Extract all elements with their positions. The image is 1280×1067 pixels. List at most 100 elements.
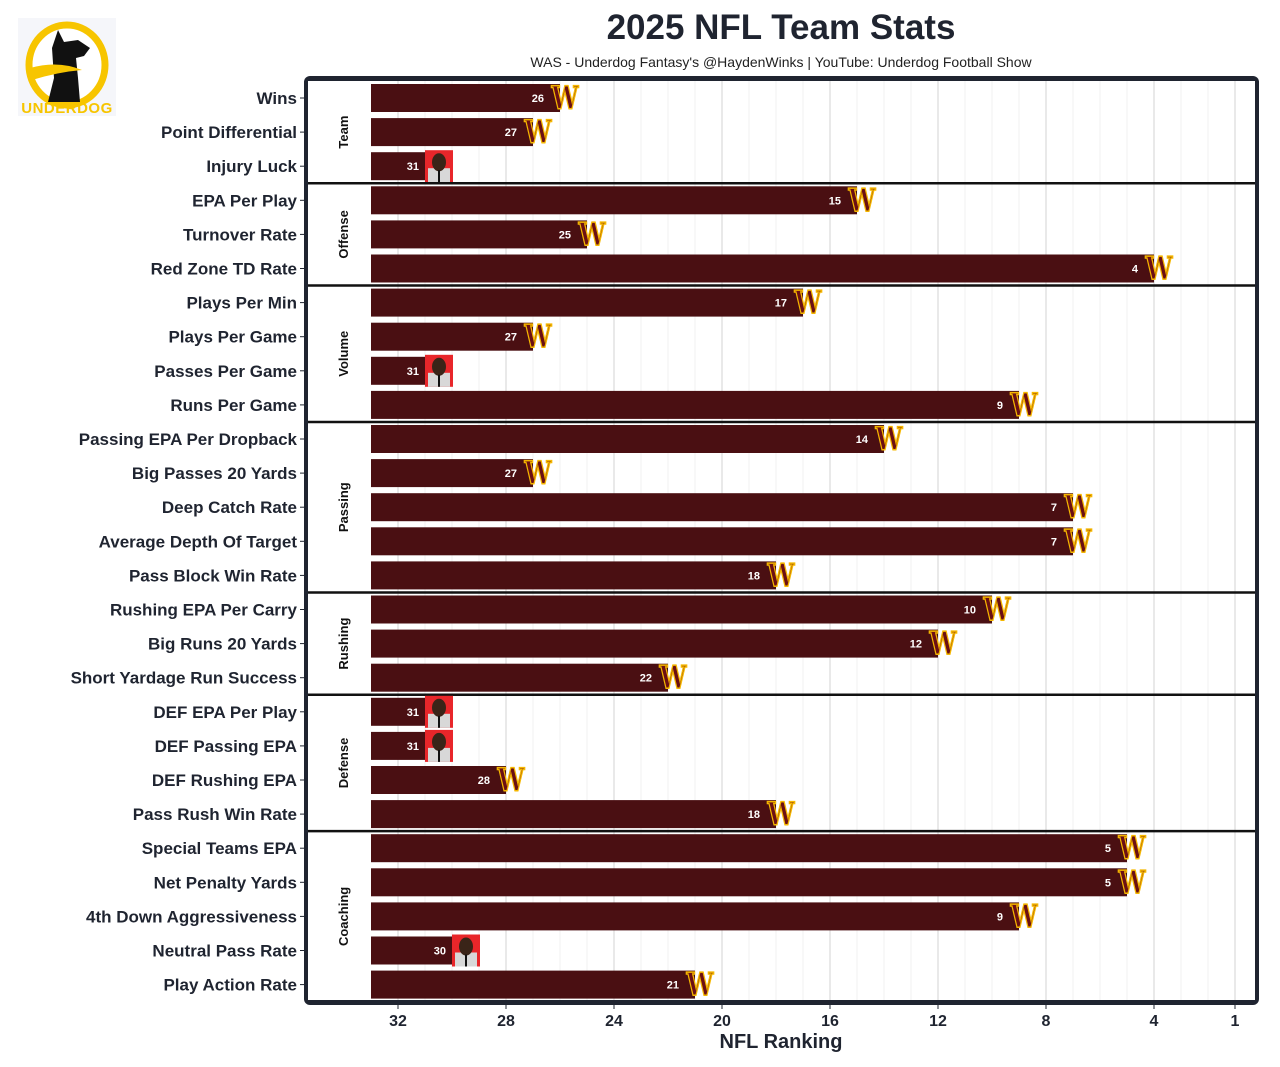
crying-face-icon xyxy=(425,695,453,728)
facet-strip-label: Team xyxy=(336,116,351,149)
value-label: 18 xyxy=(748,570,760,582)
crying-face-icon xyxy=(425,729,453,762)
bar xyxy=(371,663,668,692)
metric-label: Big Runs 20 Yards xyxy=(148,635,297,654)
value-label: 9 xyxy=(997,911,1003,923)
team-w-logo-icon: W xyxy=(686,965,715,1003)
x-tick-label: 12 xyxy=(929,1013,947,1030)
metric-label: Passing EPA Per Dropback xyxy=(79,430,298,449)
bar xyxy=(371,84,560,112)
metric-label: Neutral Pass Rate xyxy=(152,942,297,961)
value-label: 31 xyxy=(407,707,419,719)
chart-title: 2025 NFL Team Stats xyxy=(606,8,956,47)
team-w-logo-icon: W xyxy=(1064,488,1093,526)
facet-strip-label: Defense xyxy=(336,738,351,789)
face-head xyxy=(459,937,473,956)
metric-label: Turnover Rate xyxy=(183,225,297,244)
facet-strip-label: Offense xyxy=(336,210,351,258)
x-tick-label: 16 xyxy=(821,1013,839,1030)
facet-strip-label: Coaching xyxy=(336,887,351,946)
value-label: 9 xyxy=(997,400,1003,412)
team-w-logo-icon: W xyxy=(929,624,958,662)
value-label: 5 xyxy=(1105,877,1111,889)
team-w-logo-icon: W xyxy=(1145,249,1174,287)
team-w-logo-icon: W xyxy=(524,113,553,151)
x-axis-title: NFL Ranking xyxy=(720,1031,843,1053)
bar xyxy=(371,868,1127,897)
x-tick-label: 20 xyxy=(713,1013,731,1030)
bar xyxy=(371,697,425,726)
bar xyxy=(371,459,533,488)
metric-label: Deep Catch Rate xyxy=(162,498,297,517)
metric-label: Runs Per Game xyxy=(170,396,297,415)
bar xyxy=(371,186,857,215)
metric-label: DEF Rushing EPA xyxy=(152,771,297,790)
metric-label: Play Action Rate xyxy=(163,976,297,995)
bar xyxy=(371,595,992,624)
metric-label: Wins xyxy=(257,89,297,108)
bar xyxy=(371,322,533,351)
bar xyxy=(371,425,884,453)
crying-face-icon xyxy=(425,354,453,387)
face-head xyxy=(432,153,446,172)
bar xyxy=(371,766,506,794)
bar xyxy=(371,118,533,147)
team-w-logo-icon: W xyxy=(578,215,607,253)
x-tick-label: 4 xyxy=(1150,1013,1159,1030)
face-head xyxy=(432,357,446,376)
bar xyxy=(371,902,1019,931)
team-w-logo-icon: W xyxy=(551,78,580,116)
team-w-logo-icon: W xyxy=(1010,385,1039,423)
x-tick-label: 32 xyxy=(389,1013,407,1030)
x-tick-label: 28 xyxy=(497,1013,515,1030)
chart-subtitle: WAS - Underdog Fantasy's @HaydenWinks | … xyxy=(530,54,1032,70)
value-label: 7 xyxy=(1051,536,1057,548)
metric-label: Average Depth Of Target xyxy=(99,532,298,551)
bar xyxy=(371,731,425,760)
team-w-logo-icon: W xyxy=(524,317,553,355)
team-w-logo-icon: W xyxy=(983,590,1012,628)
metric-label: Point Differential xyxy=(161,123,297,142)
x-tick-label: 1 xyxy=(1231,1013,1240,1030)
x-tick-label: 8 xyxy=(1042,1013,1051,1030)
value-label: 25 xyxy=(559,229,571,241)
team-w-logo-icon: W xyxy=(497,760,526,798)
facet-strip-label: Passing xyxy=(336,482,351,532)
team-w-logo-icon: W xyxy=(1118,829,1147,867)
value-label: 26 xyxy=(532,93,544,105)
metric-label: DEF EPA Per Play xyxy=(153,703,297,722)
metric-label: Red Zone TD Rate xyxy=(151,260,297,279)
bar xyxy=(371,527,1073,556)
team-w-logo-icon: W xyxy=(767,795,796,833)
bar xyxy=(371,220,587,249)
value-label: 7 xyxy=(1051,502,1057,514)
bar xyxy=(371,629,938,658)
value-label: 4 xyxy=(1132,264,1139,276)
metric-label: Pass Rush Win Rate xyxy=(133,805,297,824)
bar xyxy=(371,800,776,829)
value-label: 27 xyxy=(505,332,517,344)
bar xyxy=(371,254,1154,283)
bar xyxy=(371,356,425,385)
facet-strip-label: Rushing xyxy=(336,618,351,670)
value-label: 28 xyxy=(478,775,490,787)
team-w-logo-icon: W xyxy=(1118,863,1147,901)
value-label: 30 xyxy=(434,946,446,958)
metric-label: Special Teams EPA xyxy=(142,839,297,858)
metric-label: Short Yardage Run Success xyxy=(71,669,297,688)
metric-label: 4th Down Aggressiveness xyxy=(86,907,297,926)
team-w-logo-icon: W xyxy=(1064,522,1093,560)
bar xyxy=(371,561,776,590)
bar xyxy=(371,152,425,181)
value-label: 15 xyxy=(829,195,841,207)
underdog-logo xyxy=(18,18,116,116)
value-label: 31 xyxy=(407,741,419,753)
metric-label: Passes Per Game xyxy=(154,362,297,381)
value-label: 12 xyxy=(910,639,922,651)
dog-logo-icon xyxy=(25,21,109,109)
face-head xyxy=(432,698,446,717)
value-label: 5 xyxy=(1105,843,1111,855)
team-w-logo-icon: W xyxy=(1010,897,1039,935)
metric-label: DEF Passing EPA xyxy=(155,737,297,756)
metric-label: EPA Per Play xyxy=(192,191,297,210)
